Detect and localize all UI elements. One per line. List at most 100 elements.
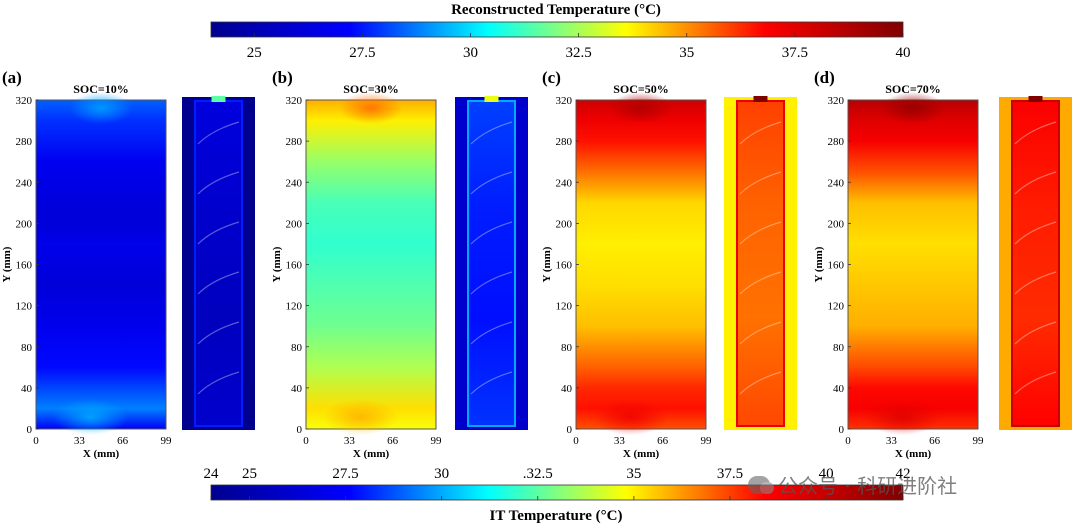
hotspot-top — [69, 92, 133, 124]
ir-texture-line — [197, 321, 240, 345]
bottom-colorbar-tick-label: 35 — [626, 466, 641, 482]
panel-2: SOC=30% (b) 0 40 80 120 160 200 240 280 320 0 33 66 99… — [271, 68, 528, 460]
ir-texture-line — [470, 121, 513, 145]
y-tick-label: 0 — [297, 424, 303, 436]
bottom-colorbar-tick-label: 24 — [204, 466, 220, 482]
heatmap-field — [35, 99, 167, 430]
y-tick-label: 80 — [21, 342, 33, 354]
hotspot-top — [881, 92, 945, 124]
x-axis-label: X (mm) — [895, 448, 932, 460]
y-tick-label: 40 — [833, 383, 845, 395]
top-colorbar-tick-label: 30 — [463, 45, 478, 61]
x-tick-label: 33 — [886, 435, 898, 447]
heatmap-field — [575, 99, 707, 430]
x-tick-label: 33 — [344, 435, 356, 447]
x-axis-label: X (mm) — [353, 448, 390, 460]
panel-title: SOC=70% — [885, 82, 941, 96]
bottom-colorbar-title: IT Temperature (°C) — [490, 508, 623, 524]
bottom-colorbar-tick-label: 42 — [896, 466, 911, 482]
y-tick-label: 200 — [828, 218, 845, 230]
ir-image-cell — [467, 100, 516, 427]
panel-label: (c) — [542, 68, 561, 87]
ir-texture-line — [739, 371, 782, 395]
bottom-colorbar-tick-label: 25 — [242, 466, 257, 482]
x-tick-label: 0 — [573, 435, 579, 447]
y-tick-label: 200 — [16, 218, 33, 230]
x-tick-label: 33 — [614, 435, 626, 447]
ir-texture-line — [470, 321, 513, 345]
ir-texture-line — [470, 171, 513, 195]
y-tick-label: 240 — [556, 177, 573, 189]
ir-tab-hotspot — [1028, 96, 1043, 102]
ir-tab-hotspot — [484, 96, 499, 102]
top-colorbar-tick-label: 37.5 — [782, 45, 808, 61]
ir-texture-line — [739, 171, 782, 195]
ir-image-cell — [194, 100, 243, 427]
y-tick-label: 40 — [561, 383, 573, 395]
y-tick-label: 0 — [567, 424, 573, 436]
y-tick-label: 240 — [828, 177, 845, 189]
x-tick-label: 99 — [161, 435, 173, 447]
heatmap-field — [305, 99, 437, 430]
panel-title: SOC=10% — [73, 82, 129, 96]
y-tick-label: 320 — [16, 95, 33, 107]
bottom-colorbar-tick-label: 30 — [434, 466, 449, 482]
y-tick-label: 160 — [556, 260, 573, 272]
watermark-text: 公众号 · 科研进阶社 — [778, 474, 958, 498]
y-tick-label: 200 — [556, 218, 573, 230]
x-axis-label: X (mm) — [83, 448, 120, 460]
hotspot-bottom — [592, 399, 669, 435]
y-tick-label: 200 — [286, 218, 303, 230]
x-tick-label: 0 — [33, 435, 39, 447]
ir-texture-line — [470, 371, 513, 395]
ir-texture-line — [739, 321, 782, 345]
ir-image-cell — [1011, 100, 1060, 427]
panel-label: (b) — [272, 68, 293, 87]
ir-image-cell — [736, 100, 785, 427]
y-tick-label: 280 — [828, 136, 845, 148]
hotspot-top — [339, 92, 403, 124]
y-tick-label: 80 — [291, 342, 303, 354]
hotspot-bottom — [322, 399, 399, 435]
bottom-colorbar-tick-label: 27.5 — [332, 466, 358, 482]
ir-texture-line — [739, 221, 782, 245]
y-tick-label: 120 — [286, 301, 303, 313]
x-tick-label: 66 — [657, 435, 669, 447]
ir-texture-line — [197, 371, 240, 395]
top-colorbar-tick-label: 35 — [679, 45, 694, 61]
y-tick-label: 120 — [16, 301, 33, 313]
ir-texture-line — [470, 221, 513, 245]
watermark: 公众号 · 科研进阶社 — [748, 470, 957, 499]
bottom-colorbar-ticks: 24 25 27.5 30 .32.5 35 37.5 40 42 — [204, 466, 911, 500]
panel-label: (d) — [814, 68, 835, 87]
ir-texture-line — [1014, 271, 1057, 295]
ir-tab-hotspot — [753, 96, 768, 102]
hotspot-bottom — [52, 399, 129, 435]
bottom-colorbar-tick-label: 37.5 — [717, 466, 743, 482]
top-colorbar-tick-label: 32.5 — [566, 45, 592, 61]
ir-texture-line — [739, 271, 782, 295]
bottom-colorbar: 24 25 27.5 30 .32.5 35 37.5 40 42 IT Temperature… — [204, 466, 911, 524]
y-tick-label: 240 — [16, 177, 33, 189]
top-colorbar-tick-label: 25 — [247, 45, 262, 61]
top-colorbar-tick-label: 40 — [896, 45, 911, 61]
hotspot-bottom — [864, 399, 941, 435]
x-tick-label: 99 — [973, 435, 985, 447]
ir-texture-line — [739, 121, 782, 145]
y-tick-label: 280 — [16, 136, 33, 148]
ir-texture-line — [197, 221, 240, 245]
panel-3: SOC=50% (c) 0 40 80 120 160 200 240 280 320 0 33 66 99… — [541, 68, 797, 460]
panel-1: SOC=10% (a) 0 40 80 120 160 200 240 280 320 0 33 66 99… — [1, 68, 255, 460]
y-tick-label: 280 — [556, 136, 573, 148]
top-colorbar-tick-label: 27.5 — [349, 45, 375, 61]
top-colorbar-gradient — [210, 21, 904, 38]
ir-texture-line — [470, 271, 513, 295]
y-tick-label: 320 — [556, 95, 573, 107]
ir-tab-hotspot — [211, 96, 226, 102]
y-tick-label: 160 — [286, 260, 303, 272]
x-tick-label: 66 — [117, 435, 129, 447]
x-tick-label: 0 — [845, 435, 851, 447]
x-tick-label: 33 — [74, 435, 86, 447]
top-colorbar-ticks: 25 27.5 30 32.5 35 37.5 40 — [247, 33, 911, 61]
bottom-colorbar-tick-label: 40 — [819, 466, 834, 482]
